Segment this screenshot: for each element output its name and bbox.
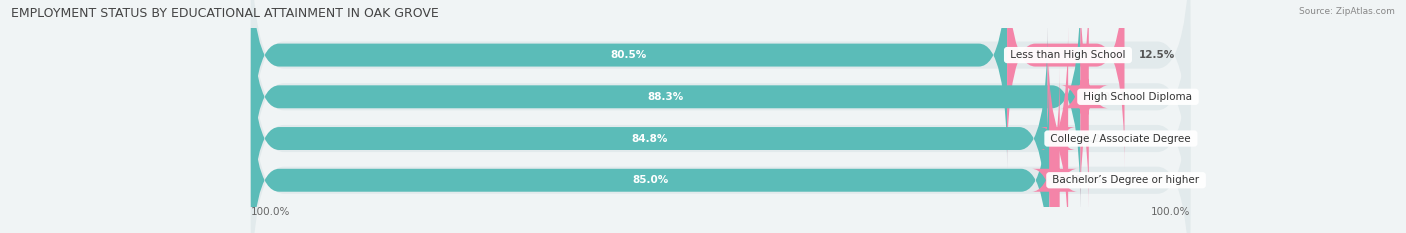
Text: 1.1%: 1.1% [1074,175,1102,185]
FancyBboxPatch shape [250,6,1191,233]
Text: 100.0%: 100.0% [1152,206,1191,216]
Text: College / Associate Degree: College / Associate Degree [1047,134,1194,144]
Text: EMPLOYMENT STATUS BY EDUCATIONAL ATTAINMENT IN OAK GROVE: EMPLOYMENT STATUS BY EDUCATIONAL ATTAINM… [11,7,439,20]
FancyBboxPatch shape [250,0,1191,229]
Text: Bachelor’s Degree or higher: Bachelor’s Degree or higher [1049,175,1202,185]
FancyBboxPatch shape [1007,0,1125,169]
FancyBboxPatch shape [250,0,1191,188]
FancyBboxPatch shape [250,48,1191,233]
Text: 88.3%: 88.3% [648,92,683,102]
Text: 100.0%: 100.0% [250,206,290,216]
Text: 12.5%: 12.5% [1139,50,1175,60]
Text: Less than High School: Less than High School [1007,50,1129,60]
FancyBboxPatch shape [1040,25,1076,233]
FancyBboxPatch shape [1060,0,1108,210]
Text: 80.5%: 80.5% [610,50,647,60]
FancyBboxPatch shape [1032,67,1077,233]
Text: 84.8%: 84.8% [631,134,668,144]
FancyBboxPatch shape [250,25,1047,233]
Text: 85.0%: 85.0% [633,175,668,185]
Text: 2.2%: 2.2% [1083,134,1111,144]
Text: High School Diploma: High School Diploma [1080,92,1195,102]
FancyBboxPatch shape [250,0,1007,169]
FancyBboxPatch shape [250,0,1080,210]
Text: 0.9%: 0.9% [1102,92,1132,102]
FancyBboxPatch shape [250,67,1049,233]
Text: Source: ZipAtlas.com: Source: ZipAtlas.com [1299,7,1395,16]
